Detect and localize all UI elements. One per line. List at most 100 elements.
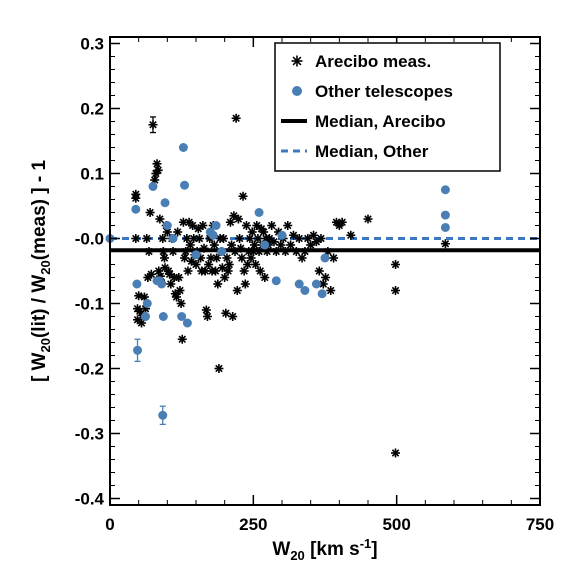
other-telescope-point [158, 312, 168, 321]
arecibo-point [159, 253, 169, 263]
arecibo-point [260, 273, 270, 282]
arecibo-point [288, 230, 298, 240]
arecibo-point [224, 260, 234, 269]
arecibo-point [223, 266, 233, 276]
arecibo-point [185, 240, 195, 250]
other-telescope-point [131, 204, 141, 214]
arecibo-point [221, 308, 231, 318]
arecibo-point [142, 234, 152, 243]
arecibo-point [291, 247, 301, 256]
other-telescope-point [158, 410, 168, 420]
y-tick-label: -0.3 [75, 425, 104, 444]
arecibo-point [158, 234, 168, 243]
y-tick-label: -0.2 [75, 360, 104, 379]
arecibo-point [181, 247, 191, 256]
arecibo-point [300, 247, 310, 256]
arecibo-point [363, 214, 373, 224]
arecibo-point [228, 312, 238, 321]
arecibo-point [198, 221, 208, 230]
arecibo-point [254, 247, 264, 256]
arecibo-point [145, 208, 155, 217]
arecibo-point [294, 234, 304, 243]
arecibo-point [148, 120, 158, 130]
arecibo-point [311, 237, 321, 247]
other-telescope-point [317, 289, 327, 299]
arecibo-point [180, 253, 190, 263]
other-telescope-point [211, 221, 221, 230]
arecibo-point [175, 286, 185, 295]
other-telescope-point [217, 247, 227, 256]
legend: Arecibo meas. Other telescopes Median, Are… [274, 42, 501, 172]
arecibo-point [314, 266, 324, 276]
legend-label: Other telescopes [315, 82, 453, 101]
arecibo-point [137, 318, 147, 328]
arecibo-point [286, 240, 296, 250]
x-tick-label: 750 [526, 515, 554, 534]
arecibo-point [131, 193, 141, 203]
arecibo-point [251, 260, 261, 269]
plot-frame [109, 36, 541, 506]
arecibo-point [202, 312, 212, 321]
arecibo-point [440, 239, 450, 249]
arecibo-point [206, 253, 216, 263]
arecibo-point [174, 273, 184, 282]
arecibo-point [210, 266, 220, 276]
arecibo-point [172, 292, 182, 302]
arecibo-point [248, 247, 258, 256]
arecibo-point [152, 159, 162, 169]
other-telescope-point [141, 312, 151, 321]
other-telescope-point [254, 208, 264, 217]
other-telescope-point [440, 185, 450, 195]
arecibo-point [233, 214, 243, 224]
arecibo-point [182, 234, 192, 243]
arecibo-point [230, 247, 240, 256]
arecibo-point [231, 113, 241, 123]
arecibo-point [329, 253, 339, 263]
other-telescope-point [148, 182, 158, 191]
axis-ticks [109, 37, 541, 505]
arecibo-point [249, 240, 259, 250]
other-telescope-point [311, 279, 321, 289]
arecibo-point [168, 247, 178, 256]
other-telescope-point [320, 253, 330, 263]
x-tick-label: 500 [382, 515, 410, 534]
arecibo-point [146, 269, 156, 279]
arecibo-point [225, 217, 235, 227]
arecibo-point [240, 279, 250, 289]
arecibo-point [155, 214, 165, 224]
arecibo-point [177, 334, 187, 344]
other-telescope-point [160, 198, 170, 208]
other-telescope-point [142, 299, 152, 308]
other-telescope-point [271, 276, 281, 286]
legend-label: Arecibo meas. [315, 52, 431, 71]
legend-marker-circle [292, 86, 302, 96]
y-tick-label: 0.3 [80, 35, 104, 54]
other-telescope-point [260, 240, 270, 250]
tick-labels: 0 250 500 750 -0.4 -0.3 -0.2 -0.1 -0.0 0.1 0.2 0.3 [75, 35, 554, 535]
legend-label: Median, Arecibo [315, 112, 446, 131]
other-telescope-point [208, 230, 218, 240]
arecibo-point [229, 211, 239, 221]
arecibo-point [321, 273, 331, 282]
arecibo-point [235, 234, 245, 243]
y-tick-label: -0.0 [75, 230, 104, 249]
arecibo-point [243, 260, 253, 269]
other-telescope-point [133, 345, 143, 355]
arecibo-point [280, 247, 290, 256]
arecibo-point [241, 221, 251, 230]
arecibo-point [183, 266, 193, 276]
arecibo-point [238, 191, 248, 201]
y-tick-label: -0.4 [75, 490, 105, 509]
arecibo-point [165, 269, 175, 279]
arecibo-point [391, 260, 401, 269]
other-telescope-point [132, 279, 142, 289]
arecibo-point [213, 279, 223, 289]
legend-label: Median, Other [315, 142, 429, 161]
other-telescope-point [178, 143, 188, 152]
arecibo-point [237, 253, 247, 263]
y-tick-label: -0.1 [75, 295, 104, 314]
arecibo-point [188, 221, 198, 230]
arecibo-point [252, 221, 262, 230]
arecibo-point [199, 243, 209, 253]
